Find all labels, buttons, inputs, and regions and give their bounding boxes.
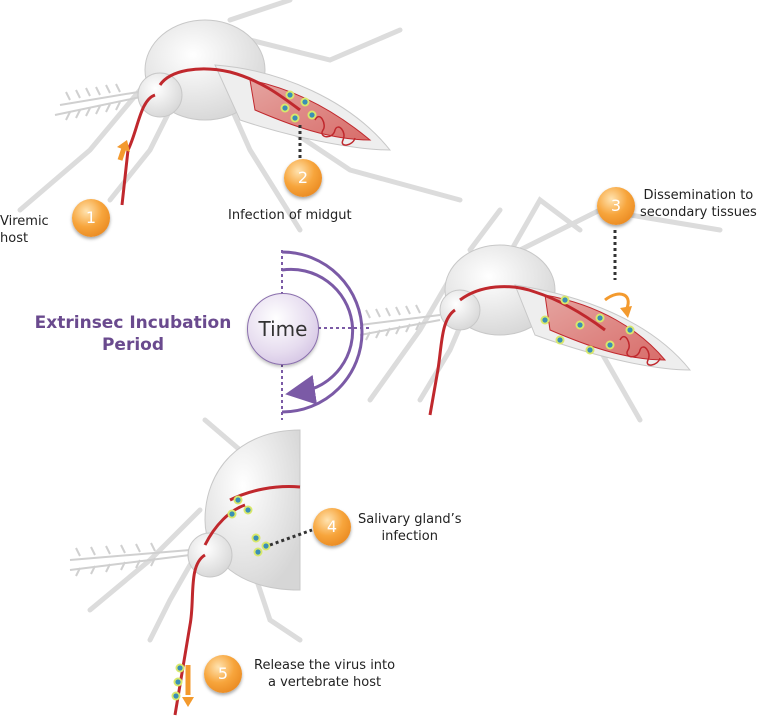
mosquito-2-antennae <box>359 304 441 341</box>
label-salivary-line1: Salivary gland’s <box>358 512 462 527</box>
label-dissemination-line1: Dissemination to <box>643 188 754 203</box>
mosquito-2-illustration <box>359 196 723 423</box>
mosquito-1-antennae <box>54 83 151 121</box>
step-badge-3: 3 <box>597 187 635 225</box>
outer-arc <box>281 250 364 414</box>
incubation-period-title: Extrinsec Incubation Period <box>28 312 238 356</box>
label-viremic-line2: host <box>0 231 29 246</box>
inner-arc-arrow <box>281 267 355 405</box>
mosquito-3-illustration <box>69 417 313 716</box>
step-badge-1: 1 <box>72 199 110 237</box>
label-dissemination: Dissemination to secondary tissues <box>640 187 757 221</box>
label-viremic-line1: Viremic <box>0 214 49 229</box>
mosquito-1-illustration <box>17 0 463 233</box>
time-circle: Time <box>247 293 319 365</box>
step-badge-4: 4 <box>313 508 351 546</box>
step-badge-5: 5 <box>204 655 242 693</box>
label-dissemination-line2: secondary tissues <box>640 205 757 220</box>
incubation-period-line1: Extrinsec Incubation <box>34 313 232 333</box>
label-salivary-gland: Salivary gland’s infection <box>358 511 462 545</box>
mosquito-3-antennae <box>69 542 191 577</box>
label-salivary-line2: infection <box>381 529 438 544</box>
label-release-line2: a vertebrate host <box>268 675 382 690</box>
label-release-line1: Release the virus into <box>254 658 396 673</box>
label-infection-midgut: Infection of midgut <box>228 208 352 223</box>
label-viremic-host: Viremic host <box>0 213 49 247</box>
incubation-period-line2: Period <box>101 335 165 355</box>
label-release-virus: Release the virus into a vertebrate host <box>254 657 395 691</box>
step-badge-2: 2 <box>284 159 322 197</box>
